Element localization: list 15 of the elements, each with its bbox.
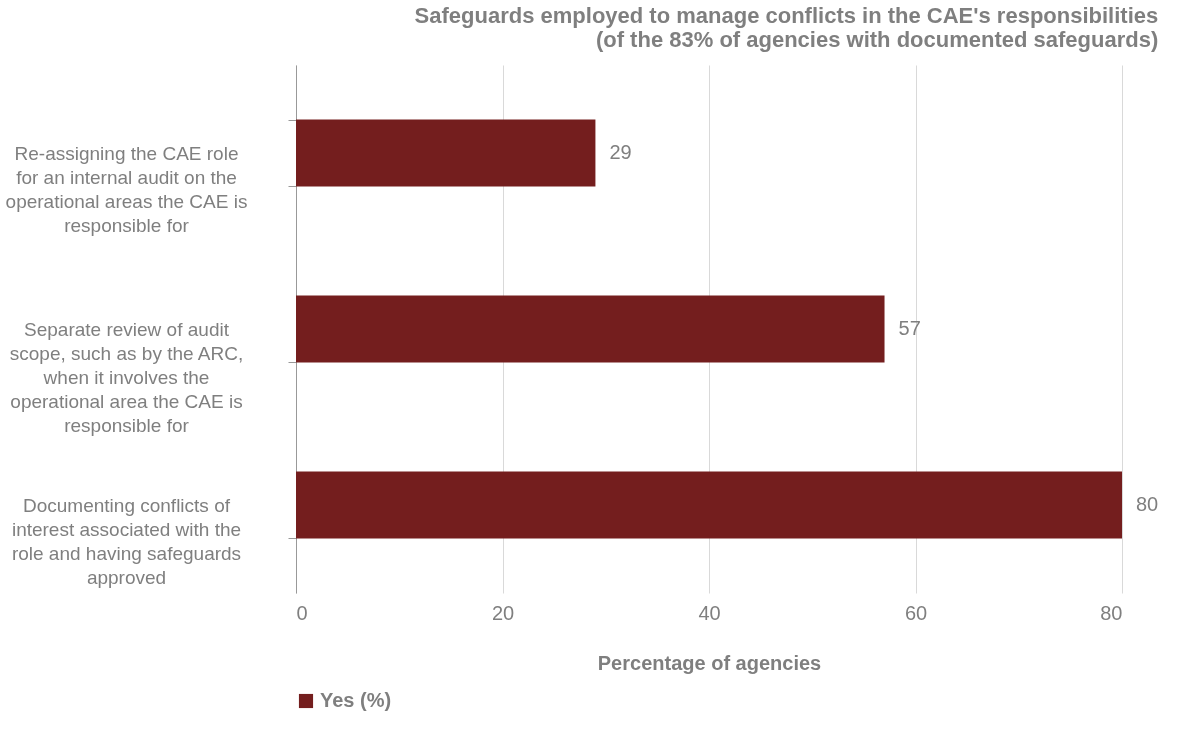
x-tick-label: 40 [698,601,721,624]
x-tick-label: 60 [904,601,928,624]
y-tick-label: Documenting conflicts of interest associated with the role and having safeguards approved [11,494,242,588]
x-tick-label: 80 [1100,601,1123,624]
x-axis-title: Percentage of agencies [597,651,822,674]
chart-title: Safeguards employed to manage conflicts in the CAE's responsibilities [414,3,1159,28]
y-tick-label: Re-assigning the CAE role for an internal audit on the operational areas the CAE is responsible for [5,142,248,236]
data-label: 80 [1136,493,1159,515]
x-tick-label: 20 [491,601,515,624]
legend-label: Yes (%) [320,689,392,711]
x-tick-label: 0 [296,601,308,624]
chart-subtitle: (of the 83% of agencies with documented safeguards) [595,27,1159,52]
data-label: 29 [609,141,632,163]
data-label: 57 [898,317,921,339]
y-tick-label: Separate review of audit scope, such as by the ARC, when it involves the operational area the CAE is responsible for [9,318,244,436]
